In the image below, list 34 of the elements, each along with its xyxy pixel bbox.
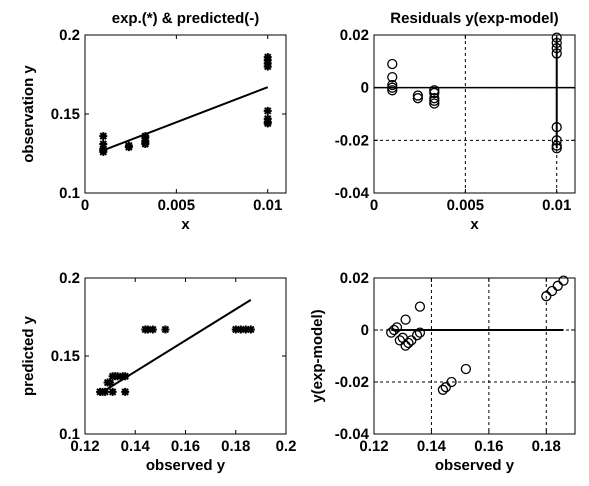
x-tick-label: 0.18 — [221, 438, 250, 455]
chart-title: exp.(*) & predicted(-) — [112, 10, 260, 27]
x-axis-title: x — [181, 216, 190, 233]
y-axis-title: y(exp-model) — [309, 309, 326, 403]
x-tick-label: 0.14 — [416, 438, 447, 455]
y-tick-label: 0.02 — [340, 270, 369, 287]
x-tick-label: 0.18 — [532, 438, 561, 455]
x-tick-label: 0.14 — [120, 438, 150, 455]
x-tick-label: 0.01 — [542, 197, 572, 214]
x-axis-title: observed y — [434, 457, 515, 474]
x-tick-label: 0.16 — [474, 438, 504, 455]
y-tick-label: 0.1 — [59, 185, 80, 202]
x-axis-title: observed y — [146, 457, 226, 474]
y-axis-title: observation y — [20, 64, 37, 163]
x-tick-label: 0.16 — [170, 438, 200, 455]
y-tick-label: 0 — [360, 322, 369, 339]
x-tick-label: 0.005 — [446, 197, 484, 214]
y-tick-label: 0.02 — [340, 27, 369, 44]
y-tick-label: 0.15 — [50, 106, 80, 123]
y-tick-label: -0.02 — [334, 374, 369, 391]
x-axis-title: x — [470, 216, 480, 233]
x-tick-label: 0.12 — [359, 438, 389, 455]
x-tick-label: 0.005 — [158, 197, 196, 214]
y-tick-label: 0.2 — [59, 27, 80, 44]
y-axis-title: predicted y — [20, 315, 37, 396]
x-tick-label: 0.01 — [253, 197, 282, 214]
y-tick-label: 0 — [360, 80, 369, 97]
y-tick-label: 0.15 — [50, 348, 80, 365]
x-tick-label: 0.2 — [276, 438, 296, 455]
y-tick-label: 0.2 — [59, 270, 80, 287]
x-tick-label: 0.12 — [70, 438, 100, 455]
chart-title: Residuals y(exp-model) — [390, 10, 559, 27]
y-tick-label: -0.04 — [334, 185, 370, 202]
y-tick-label: -0.02 — [334, 132, 369, 150]
